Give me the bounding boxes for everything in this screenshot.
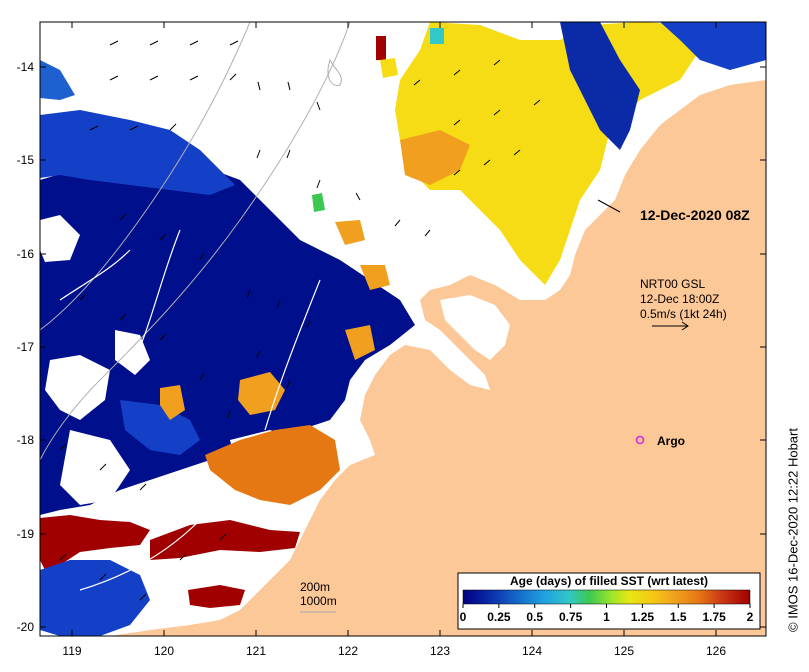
argo-marker: Argo [635,434,685,448]
current-vectors [59,40,541,601]
pass-time-label: 12-Dec-2020 08Z [640,207,750,223]
sst-region-orange-3 [160,385,185,420]
colorbar-tick-label: 1.75 [702,610,726,624]
current-legend-line3: 0.5m/s (1kt 24h) [640,307,727,321]
sst-region-yellow-small [380,58,398,78]
current-legend: NRT00 GSL 12-Dec 18:00Z 0.5m/s (1kt 24h) [640,277,727,331]
colorbar-tick-label: 0 [460,610,467,624]
arrow-right-icon [652,321,689,331]
sst-region-cyan [430,28,444,44]
sst-region-nw-blue [40,60,75,100]
colorbar-tick-label: 1.5 [670,610,687,624]
lat-tick-label: -20 [17,620,35,634]
inlet-water [440,295,510,360]
sst-region-red-small [376,36,386,60]
map-plot-area [40,22,766,636]
lon-tick-label: 121 [246,644,266,658]
credit-box: © IMOS 16-Dec-2020 12:22 Hobart [783,400,803,660]
colorbar-tick-label: 0.5 [526,610,543,624]
colorbar-ramp [462,589,751,605]
current-legend-line1: NRT00 GSL [640,277,705,291]
lon-tick-label: 126 [706,644,726,658]
bathy-label-200: 200m [300,580,330,594]
nodata-patch-3 [115,330,150,375]
lat-tick-label: -18 [17,433,35,447]
pass-label-leader [597,199,621,213]
sst-region-darkred-3 [188,585,245,608]
nodata-patch-2 [45,355,110,420]
sst-region-green [312,193,325,212]
colorbar-ticks: 0 0.25 0.5 0.75 1 1.25 1.5 1.75 2 [460,604,754,624]
sst-region-blue-ne2 [660,22,766,70]
lon-tick-label: 125 [614,644,634,658]
sst-region-blue-mid-2 [120,400,200,455]
bathymetry-legend: 200m 1000m [300,580,337,613]
lat-tick-label: -14 [17,60,35,74]
lat-tick-label: -17 [17,340,35,354]
bathy-label-1000: 1000m [300,594,337,608]
sst-region-orange-ne [400,130,470,185]
lat-tick-label: -16 [17,247,35,261]
plot-frame [39,21,767,637]
sst-region-orange-5 [360,265,390,290]
argo-float-icon [635,435,645,445]
lat-tick-label: -15 [17,153,35,167]
colorbar-tick-label: 2 [747,610,754,624]
lon-tick-label: 119 [62,644,81,658]
latitude-ticks: -14 -15 -16 -17 -18 -19 -20 [17,60,766,634]
sst-region-orange-1 [205,425,340,505]
sst-region-orange-4 [345,325,375,360]
colorbar-title: Age (days) of filled SST (wrt latest) [510,574,708,588]
lon-tick-label: 122 [338,644,358,658]
bathymetry-contours [40,22,351,461]
longitude-ticks: 119 120 121 122 123 124 125 126 [62,22,726,658]
current-legend-line2: 12-Dec 18:00Z [640,292,719,306]
land-mass [110,80,766,636]
colorbar-tick-label: 1 [603,610,610,624]
colorbar-tick-label: 0.25 [487,610,511,624]
lat-tick-label: -19 [17,527,35,541]
colorbar-tick-label: 1.25 [631,610,655,624]
sst-region-blue-mid [40,110,235,195]
colorbar-tick-label: 0.75 [559,610,583,624]
sst-region-darkred-1 [40,515,150,570]
lon-tick-label: 120 [154,644,174,658]
sst-region-darkred-2 [150,520,300,560]
sst-region-blue-sw [40,560,150,636]
isobath-lines [59,229,321,591]
lon-tick-label: 123 [430,644,450,658]
lon-tick-label: 124 [522,644,542,658]
argo-label: Argo [657,434,685,448]
sst-region-blue-ne [560,22,640,150]
sst-region-orange-6 [335,220,365,245]
nodata-patch-4 [60,430,130,505]
credit-text: © IMOS 16-Dec-2020 12:22 Hobart [785,428,801,632]
nodata-patch-1 [40,215,80,262]
